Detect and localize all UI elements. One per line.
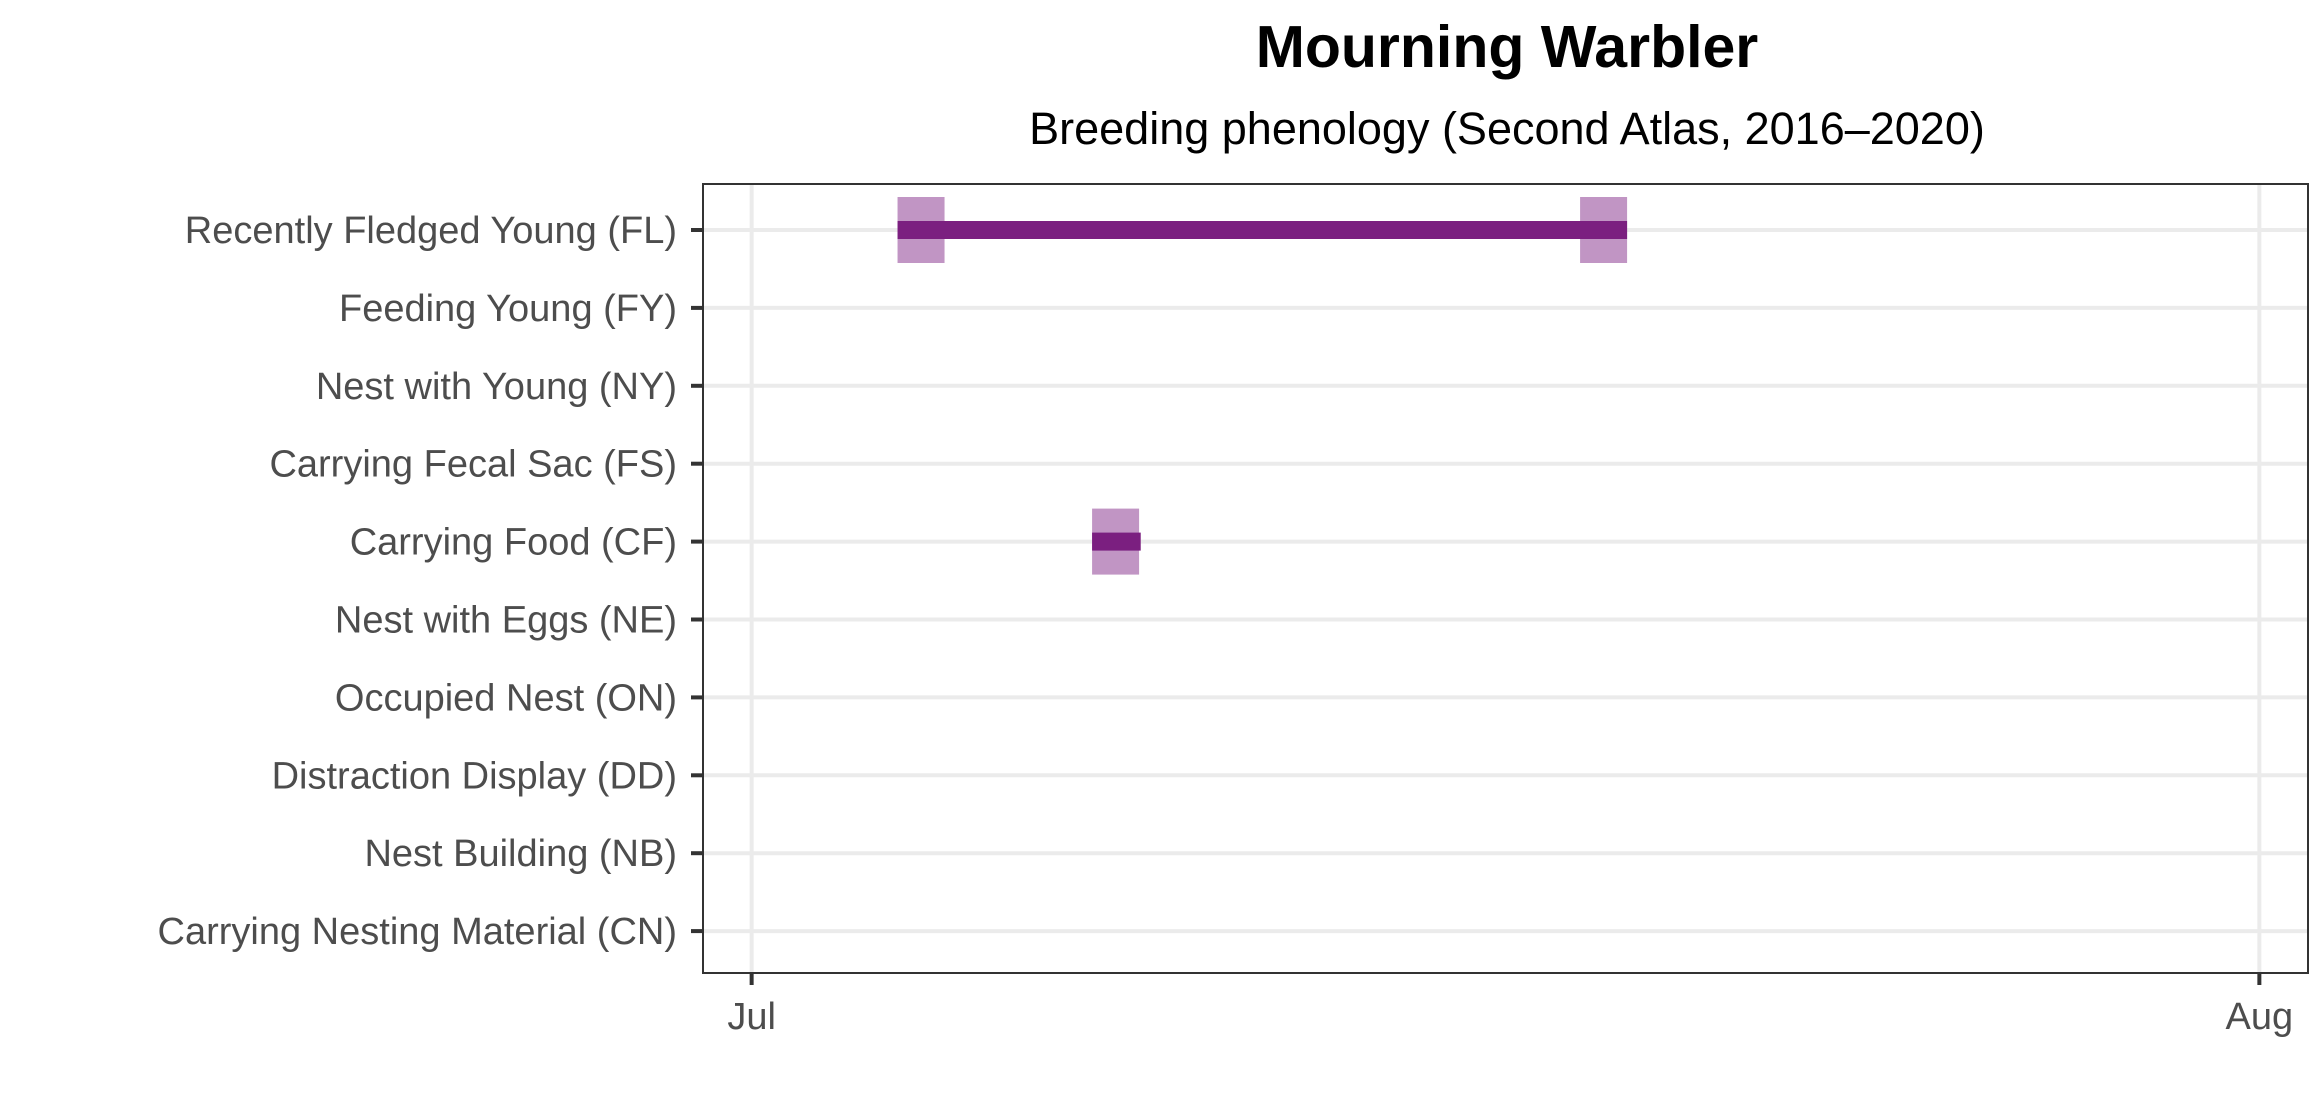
x-tick-label: Aug [2226, 996, 2294, 1038]
range-marks [897, 197, 1628, 575]
y-tick-label: Recently Fledged Young (FL) [185, 210, 677, 252]
chart-title: Mourning Warbler [1256, 14, 1759, 80]
y-tick-label: Distraction Display (DD) [272, 755, 677, 797]
y-tick-label: Feeding Young (FY) [339, 288, 677, 330]
y-tick-label: Nest with Young (NY) [316, 366, 677, 408]
y-tick-label: Nest with Eggs (NE) [335, 600, 677, 642]
x-axis: Jul Aug [727, 973, 2293, 1038]
y-tick-label: Carrying Food (CF) [350, 522, 677, 564]
range-line [897, 221, 1628, 239]
range-line [1092, 532, 1141, 551]
y-tick-label: Carrying Nesting Material (CN) [158, 911, 677, 953]
y-tick-label: Nest Building (NB) [364, 833, 677, 875]
y-tick-label: Carrying Fecal Sac (FS) [269, 444, 677, 486]
x-tick-label: Jul [727, 996, 776, 1038]
grid-lines [703, 184, 2308, 973]
plot-panel-border [702, 183, 2309, 974]
y-axis: Recently Fledged Young (FL) Feeding Young… [158, 210, 703, 953]
chart-subtitle: Breeding phenology (Second Atlas, 2016–2… [1029, 103, 1985, 154]
y-tick-label: Occupied Nest (ON) [335, 677, 677, 719]
